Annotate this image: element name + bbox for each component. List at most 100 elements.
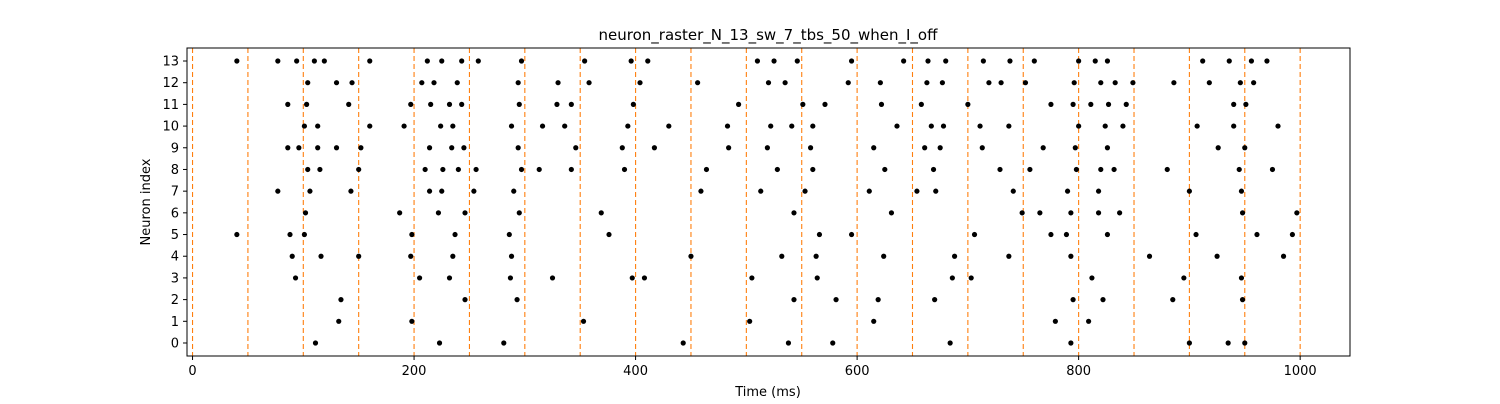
spike-point <box>562 123 568 129</box>
spike-point <box>1123 101 1129 107</box>
spike-point <box>431 80 437 86</box>
spike-point <box>726 145 732 151</box>
spike-point <box>515 145 521 151</box>
spike-point <box>580 318 587 324</box>
spike-point <box>951 253 958 259</box>
y-tick-label: 12 <box>162 76 179 91</box>
spike-point <box>598 210 604 216</box>
spike-point <box>292 275 299 281</box>
spike-point <box>1130 80 1136 86</box>
spike-point <box>1070 297 1076 303</box>
spike-point <box>358 145 364 151</box>
spike-point <box>1006 253 1012 259</box>
spike-point <box>848 58 855 64</box>
spike-point <box>346 101 352 107</box>
spike-point <box>461 145 467 151</box>
spike-markers <box>234 58 1300 346</box>
spike-point <box>765 80 772 86</box>
spike-point <box>315 145 321 151</box>
spike-point <box>928 123 934 129</box>
spike-point <box>419 80 425 86</box>
spike-point <box>285 145 291 151</box>
spike-point <box>539 123 546 129</box>
spike-point <box>940 123 947 129</box>
y-axis-label: Neuron index <box>139 158 154 245</box>
y-tick-label: 9 <box>171 141 179 156</box>
spike-point <box>802 188 808 194</box>
spike-point <box>1214 253 1220 259</box>
spike-point <box>1226 58 1232 64</box>
spike-point <box>436 340 443 346</box>
x-tick-label: 800 <box>1066 364 1091 379</box>
y-tick-label: 0 <box>171 336 179 351</box>
spike-point <box>814 275 820 281</box>
spike-point <box>997 166 1003 173</box>
spike-point <box>800 101 806 107</box>
spike-point <box>888 210 895 216</box>
spike-point <box>473 166 479 173</box>
spike-point <box>1104 58 1111 64</box>
spike-point <box>816 231 823 238</box>
x-tick-label: 400 <box>623 364 648 379</box>
y-tick-label: 4 <box>171 250 179 265</box>
plot-frame <box>186 47 1351 357</box>
spike-point <box>1073 166 1080 173</box>
spike-point <box>305 80 311 86</box>
spike-point <box>1086 318 1092 324</box>
spike-point <box>764 145 770 151</box>
spike-point <box>459 101 465 107</box>
spike-point <box>1194 123 1200 129</box>
spike-point <box>1242 340 1248 346</box>
spike-point <box>1186 188 1192 194</box>
spike-point <box>568 166 574 173</box>
spike-point <box>980 58 986 64</box>
spike-point <box>317 166 323 173</box>
spike-point <box>943 58 949 64</box>
spike-point <box>507 275 514 281</box>
spike-point <box>1098 166 1104 173</box>
spike-point <box>1254 231 1260 238</box>
spike-point <box>932 297 938 303</box>
spike-point <box>1027 166 1033 173</box>
spike-point <box>871 145 877 151</box>
spike-point <box>979 145 985 151</box>
spike-point <box>422 166 428 173</box>
spike-point <box>924 80 930 86</box>
spike-point <box>356 166 362 173</box>
spike-point <box>514 297 520 303</box>
spike-point <box>1070 101 1076 107</box>
spike-point <box>619 145 625 151</box>
spike-point <box>424 58 430 64</box>
spike-point <box>455 166 461 173</box>
spike-point <box>1092 58 1098 64</box>
spike-point <box>833 297 839 303</box>
spike-point <box>417 275 423 281</box>
spike-point <box>367 58 373 64</box>
spike-point <box>1236 166 1242 173</box>
spike-point <box>311 58 317 64</box>
spike-point <box>307 188 313 194</box>
spike-point <box>349 80 355 86</box>
y-tick-label: 10 <box>162 120 179 135</box>
y-tick-label: 8 <box>171 163 179 178</box>
spike-point <box>1102 123 1108 129</box>
spike-point <box>1076 58 1082 64</box>
spike-point <box>1231 123 1237 129</box>
spike-point <box>1243 101 1249 107</box>
spike-point <box>1238 275 1245 281</box>
y-tick-label: 7 <box>171 185 179 200</box>
spike-point <box>1100 297 1106 303</box>
spike-point <box>947 340 953 346</box>
spike-point <box>508 123 515 129</box>
spike-point <box>450 253 456 259</box>
spike-point <box>439 58 445 64</box>
spike-point <box>1269 166 1276 173</box>
spike-point <box>428 101 434 107</box>
spike-point <box>1048 101 1054 107</box>
spike-point <box>275 58 281 64</box>
spike-point <box>1006 123 1012 129</box>
spike-point <box>408 253 414 259</box>
spike-point <box>1239 210 1246 216</box>
spike-point <box>779 253 785 259</box>
